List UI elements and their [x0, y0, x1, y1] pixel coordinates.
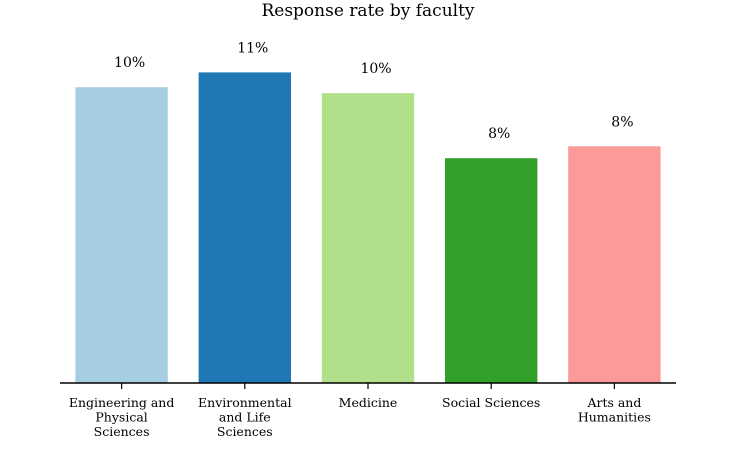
bar-1 [198, 72, 291, 384]
bar-0 [75, 87, 168, 383]
x-tick-label-1: Environmental and Life Sciences [198, 395, 292, 439]
x-tick-label-line: Arts and [586, 395, 641, 410]
value-label-0: 10% [114, 55, 145, 71]
value-labels-group: 10% 11% 10% 8% 8% [114, 40, 633, 142]
chart-title: Response rate by faculty [261, 1, 474, 21]
bar-3 [445, 158, 538, 383]
value-label-3: 8% [488, 126, 510, 142]
x-tick-label-line: Environmental [198, 395, 292, 410]
bar-2 [321, 93, 415, 383]
x-tick-label-line: Medicine [339, 395, 398, 410]
value-label-2: 10% [360, 61, 391, 77]
x-tick-label-2: Medicine [339, 395, 398, 410]
x-tick-label-0: Engineering and Physical Sciences [69, 395, 175, 439]
bars-group [75, 72, 661, 384]
value-label-1: 11% [237, 40, 268, 56]
x-tick-label-4: Arts and Humanities [578, 395, 651, 425]
x-tick-label-line: Sciences [94, 424, 150, 439]
x-tick-label-line: and Life [219, 410, 271, 425]
bar-4 [568, 146, 661, 383]
x-tick-labels-group: Engineering and Physical SciencesEnvironme… [69, 395, 651, 439]
x-tick-label-line: Social Sciences [442, 395, 540, 410]
x-tick-label-3: Social Sciences [442, 395, 540, 410]
x-tick-label-line: Humanities [578, 410, 651, 425]
x-tick-label-line: Sciences [217, 424, 273, 439]
value-label-4: 8% [611, 114, 633, 130]
x-tick-label-line: Engineering and [69, 395, 175, 410]
x-ticks-group [120, 383, 616, 389]
x-tick-label-line: Physical [95, 410, 147, 425]
